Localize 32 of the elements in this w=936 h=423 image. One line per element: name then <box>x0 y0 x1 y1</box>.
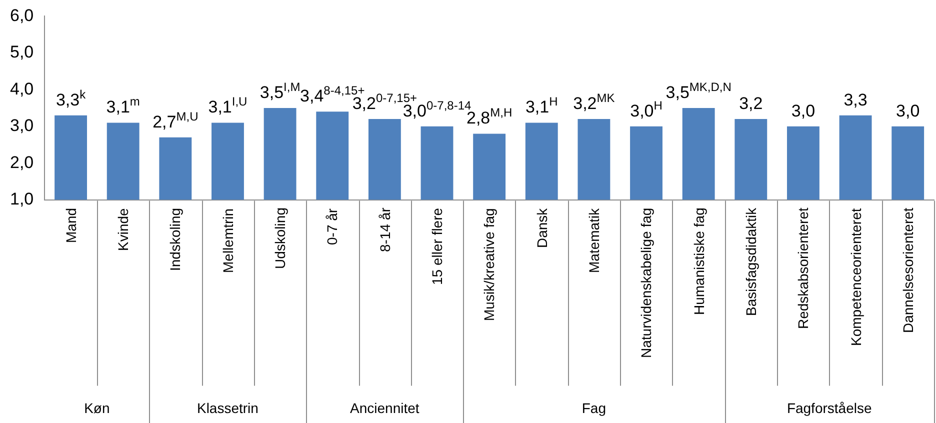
y-tick-label: 6,0 <box>10 6 34 25</box>
data-label: 3,2 <box>739 94 763 114</box>
x-tick-label: Musik/kreative fag <box>481 208 498 321</box>
text: Fag <box>580 400 607 416</box>
x-tick-label: Indskoling <box>167 208 184 271</box>
x-tick-label: Kvinde <box>115 208 132 251</box>
x-tick-label: Matematik <box>586 208 602 273</box>
data-label: 3,0 <box>791 101 816 120</box>
y-tick-label: 1,0 <box>10 189 34 208</box>
x-tick-label: Humanistiske fag <box>690 207 707 315</box>
data-label: 3,3 <box>844 90 868 110</box>
y-tick-label: 5,0 <box>10 42 34 62</box>
y-tick-label: 4,0 <box>10 79 34 98</box>
text: Anciennitet <box>349 400 420 416</box>
x-tick-label: Redskabsorienteret <box>795 207 812 329</box>
text: Klassetrin <box>196 400 260 416</box>
x-tick-label: Mellemtrin <box>220 208 236 273</box>
text: Fagforståelse <box>786 400 873 416</box>
text: Køn <box>83 400 111 416</box>
x-tick-label: 8-14 år <box>376 207 393 252</box>
x-tick-label: Mand <box>62 208 79 243</box>
x-tick-label: 15 eller flere <box>429 208 445 285</box>
y-tick-label: 3,0 <box>10 116 34 136</box>
x-tick-label: Kompetenceorienteret <box>848 208 864 346</box>
x-tick-label: Naturvidenskabelige fag <box>638 208 654 358</box>
x-tick-label: Udskoling <box>272 207 288 269</box>
x-tick-label: Dannelsesorienteret <box>900 208 916 333</box>
x-tick-label: Basisfagsdidaktik <box>742 208 759 316</box>
y-tick-label: 2,0 <box>10 152 34 172</box>
x-tick-label: 0-7 år <box>324 208 340 245</box>
data-label: 3,0 <box>896 101 920 120</box>
x-tick-label: Dansk <box>534 208 550 248</box>
